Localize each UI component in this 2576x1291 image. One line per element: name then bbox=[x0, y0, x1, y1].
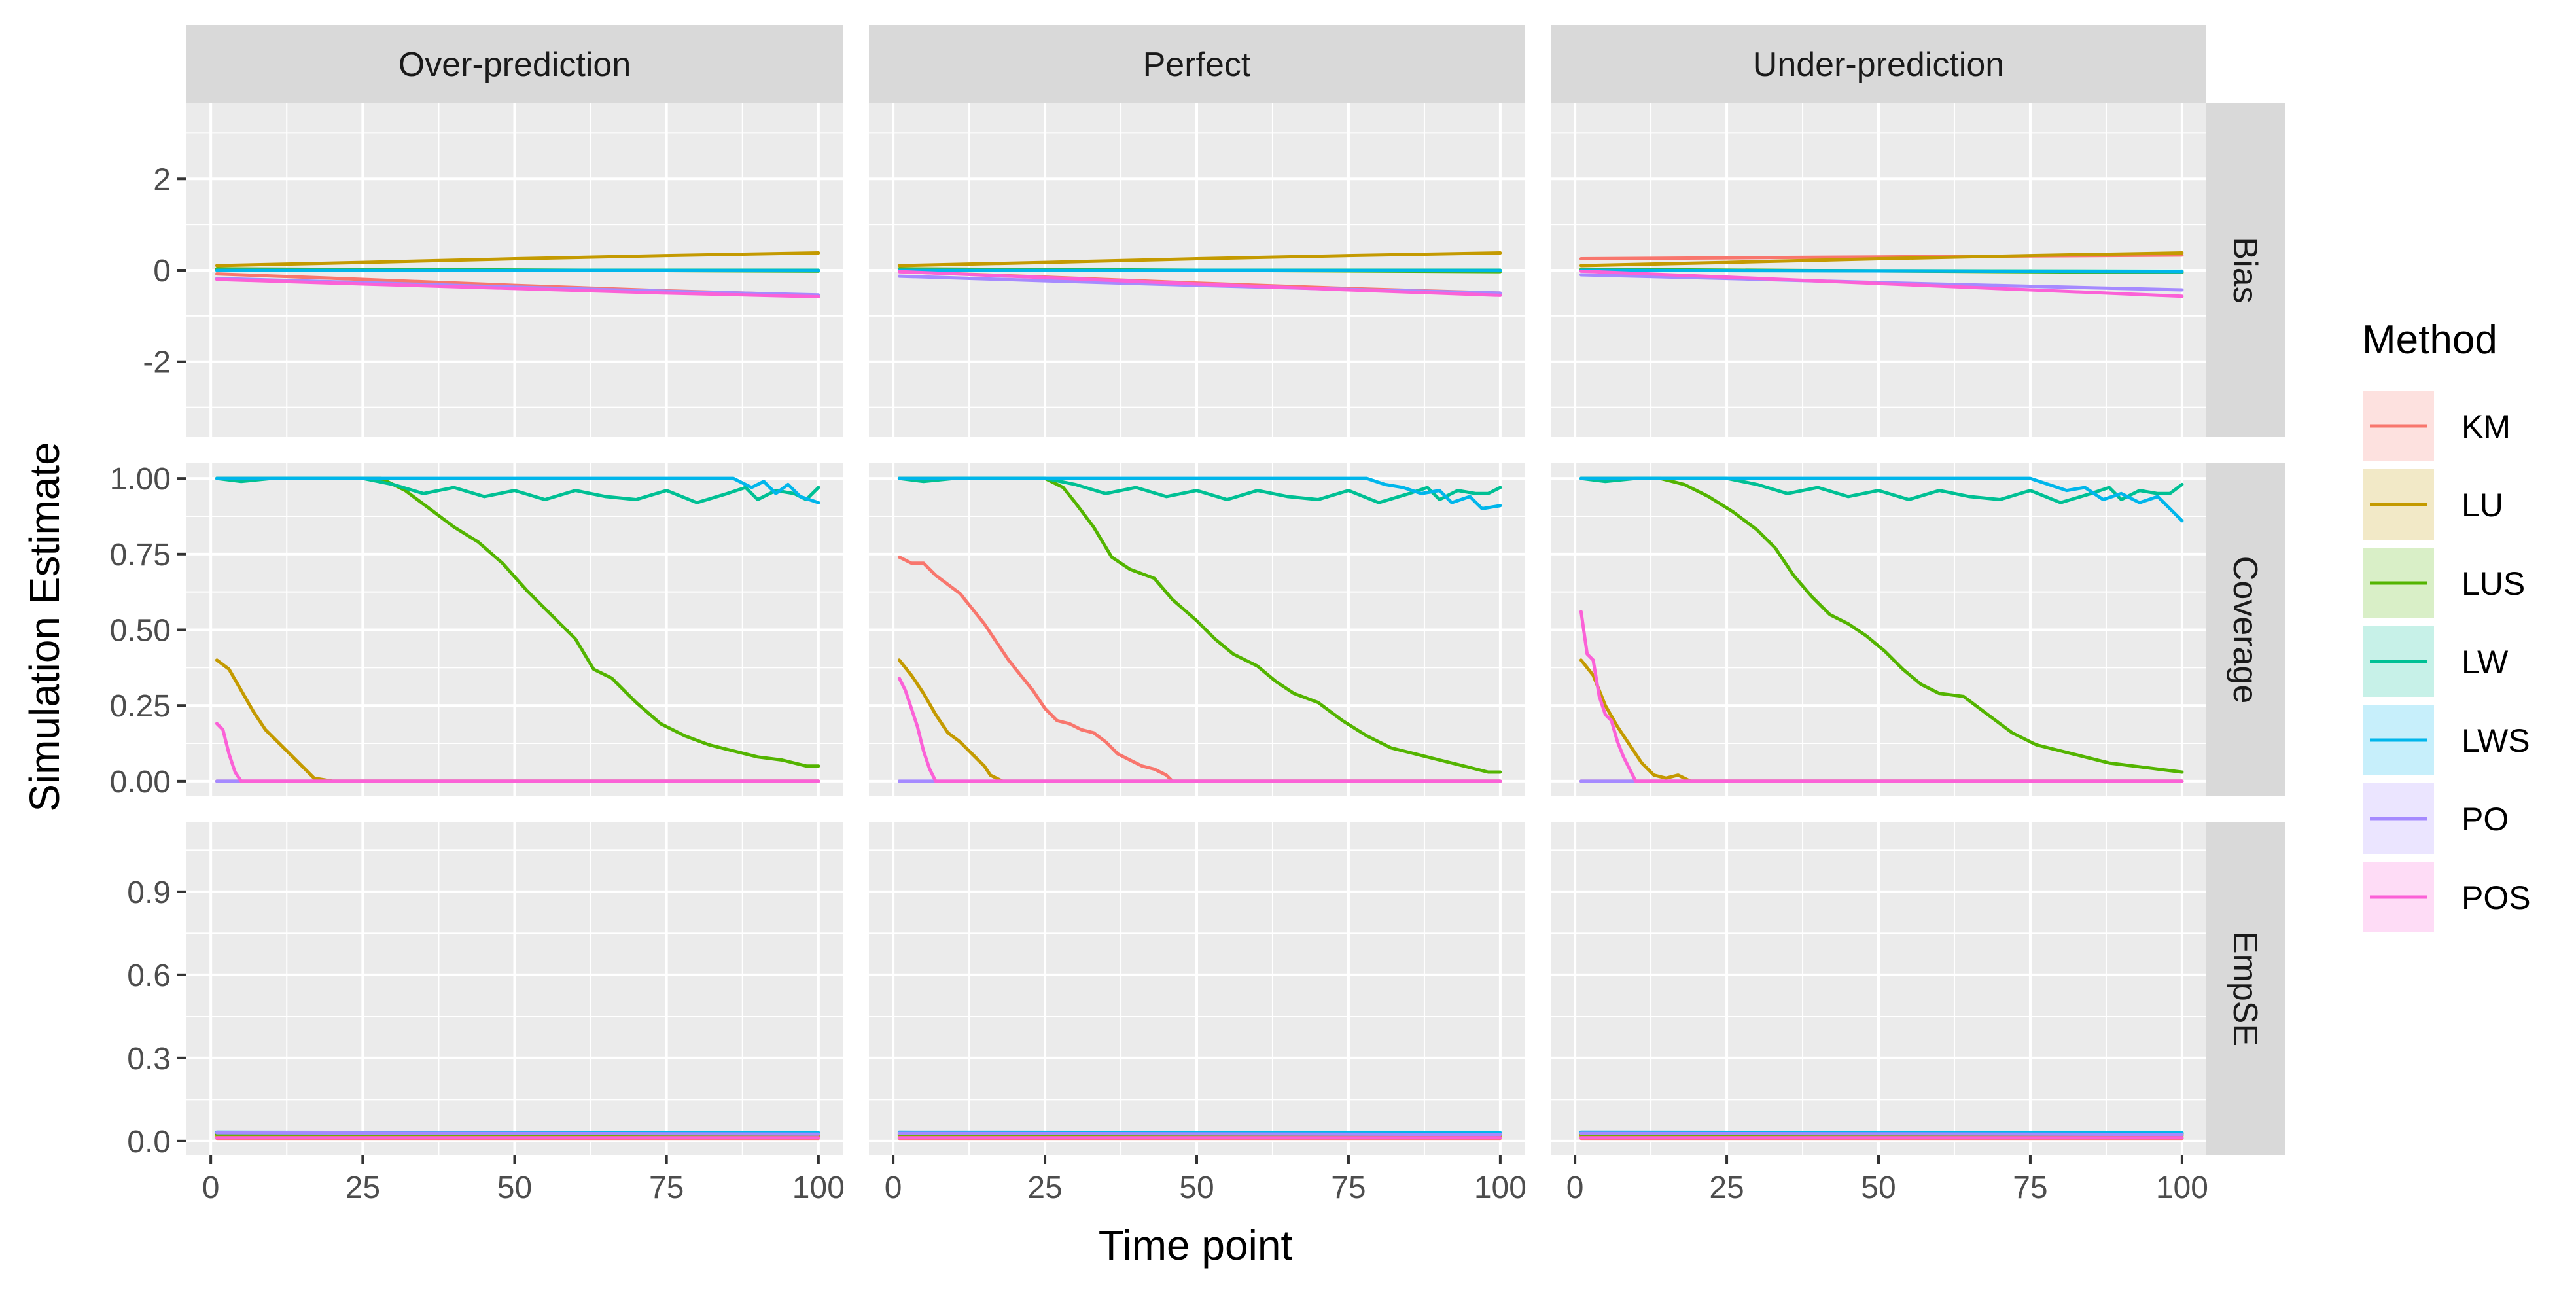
y-tick-label: 0.0 bbox=[127, 1125, 171, 1159]
series-line-po bbox=[897, 1131, 1502, 1137]
series-line-lu bbox=[1579, 251, 2184, 268]
row-strip-label-empse: EmpSE bbox=[2226, 931, 2264, 1046]
x-tick-label: 75 bbox=[2013, 1171, 2047, 1205]
x-tick-label: 50 bbox=[497, 1171, 532, 1205]
x-tick-label: 25 bbox=[1709, 1171, 1744, 1205]
series-line-pos bbox=[897, 677, 1502, 783]
x-tick-label: 25 bbox=[345, 1171, 380, 1205]
series-line-po bbox=[1579, 1131, 2184, 1137]
panel-over-prediction-coverage bbox=[186, 463, 843, 796]
y-tick-label: 0 bbox=[153, 254, 171, 289]
y-tick-label: 2 bbox=[153, 162, 171, 197]
legend-item-km: KM bbox=[2361, 388, 2511, 464]
y-tick-label: 0.3 bbox=[127, 1042, 171, 1076]
series-line-lus bbox=[215, 476, 820, 768]
series-line-lu bbox=[1579, 658, 2184, 783]
row-strip-empse bbox=[2206, 822, 2285, 1155]
series-line-lws bbox=[215, 476, 820, 504]
legend-label: POS bbox=[2461, 879, 2531, 916]
row-strip-bias bbox=[2206, 103, 2285, 437]
series-line-pos bbox=[215, 722, 820, 783]
panel-perfect-coverage bbox=[869, 463, 1525, 796]
panel-over-prediction-bias bbox=[186, 103, 843, 437]
strip-over-prediction bbox=[186, 25, 843, 103]
y-tick-label: 0.9 bbox=[127, 875, 171, 910]
series-line-lws bbox=[1579, 476, 2184, 523]
series-line-lw bbox=[215, 476, 820, 504]
y-tick-label: 0.75 bbox=[110, 538, 171, 573]
strip-perfect bbox=[869, 25, 1525, 103]
strip-label-perfect: Perfect bbox=[1143, 46, 1251, 84]
panel-perfect-bias bbox=[869, 103, 1525, 437]
y-tick-label: 0.25 bbox=[110, 689, 171, 724]
legend-item-lws: LWS bbox=[2361, 702, 2530, 778]
panels-layer bbox=[186, 103, 2206, 1155]
row-strip-label-bias: Bias bbox=[2226, 237, 2264, 303]
x-axis-title: Time point bbox=[1099, 1222, 1293, 1269]
x-tick-label: 50 bbox=[1861, 1171, 1896, 1205]
series-line-lws bbox=[1579, 268, 2184, 274]
series-line-lu bbox=[215, 251, 820, 268]
y-tick-label: 1.00 bbox=[110, 462, 171, 497]
x-tick-label: 75 bbox=[649, 1171, 684, 1205]
series-line-km bbox=[897, 555, 1502, 783]
legend-title: Method bbox=[2362, 317, 2497, 363]
row-strip-label-coverage: Coverage bbox=[2226, 556, 2264, 703]
x-tick-label: 0 bbox=[202, 1171, 220, 1205]
strip-under-prediction bbox=[1551, 25, 2206, 103]
series-line-lw bbox=[897, 476, 1502, 504]
row-strip-coverage bbox=[2206, 463, 2285, 796]
series-line-lws bbox=[897, 476, 1502, 510]
panel-over-prediction-empse bbox=[186, 822, 843, 1155]
x-tick-label: 50 bbox=[1179, 1171, 1214, 1205]
series-line-lus bbox=[1579, 476, 2184, 774]
series-line-lus bbox=[897, 476, 1502, 774]
y-tick-label: 0.6 bbox=[127, 959, 171, 993]
legend-item-lw: LW bbox=[2361, 624, 2509, 699]
legend-label: LUS bbox=[2461, 565, 2525, 602]
panel-under-prediction-coverage bbox=[1551, 463, 2206, 796]
x-tick-label: 0 bbox=[885, 1171, 902, 1205]
series-line-lu bbox=[215, 658, 820, 783]
legend-label: KM bbox=[2461, 408, 2511, 445]
series-line-lws bbox=[897, 268, 1502, 273]
series-line-pos bbox=[1579, 610, 2184, 783]
x-tick-label: 100 bbox=[2156, 1171, 2208, 1205]
strips-layer: Over-prediction Perfect Under-prediction Bi… bbox=[186, 25, 2285, 1155]
series-line-lw bbox=[1579, 476, 2184, 504]
legend-item-lus: LUS bbox=[2361, 545, 2525, 621]
y-tick-label: -2 bbox=[143, 345, 171, 380]
legend-label: LW bbox=[2461, 644, 2509, 681]
panel-under-prediction-empse bbox=[1551, 822, 2206, 1155]
x-tick-label: 25 bbox=[1027, 1171, 1062, 1205]
x-tick-label: 100 bbox=[1474, 1171, 1526, 1205]
legend-item-po: PO bbox=[2361, 781, 2509, 857]
legend-item-pos: POS bbox=[2361, 859, 2531, 935]
legend: Method KM LU LUS LW LWS PO POS bbox=[2361, 317, 2531, 935]
y-axis-title: Simulation Estimate bbox=[21, 442, 68, 812]
x-tick-label: 100 bbox=[792, 1171, 845, 1205]
panel-perfect-empse bbox=[869, 822, 1525, 1155]
series-line-lu bbox=[897, 658, 1502, 783]
legend-label: LWS bbox=[2461, 722, 2530, 759]
y-tick-label: 0.00 bbox=[110, 765, 171, 800]
axes-layer: -2 0 2 0.00 0.25 0.50 0.75 1.00 0.0 0.3 0.6 0.9 0 25 5… bbox=[110, 162, 2208, 1205]
strip-label-over-prediction: Over-prediction bbox=[398, 46, 631, 84]
legend-label: PO bbox=[2461, 801, 2509, 838]
strip-label-under-prediction: Under-prediction bbox=[1753, 46, 2004, 84]
series-line-lu bbox=[897, 251, 1502, 268]
series-line-pos bbox=[897, 270, 1502, 297]
legend-label: LU bbox=[2461, 487, 2503, 523]
series-line-lws bbox=[215, 268, 820, 273]
series-line-pos bbox=[1579, 269, 2184, 298]
series-line-pos bbox=[215, 277, 820, 298]
series-line-po bbox=[215, 1131, 820, 1136]
legend-item-lu: LU bbox=[2361, 467, 2503, 542]
x-tick-label: 75 bbox=[1331, 1171, 1366, 1205]
panel-under-prediction-bias bbox=[1551, 103, 2206, 437]
y-tick-label: 0.50 bbox=[110, 614, 171, 648]
x-tick-label: 0 bbox=[1566, 1171, 1584, 1205]
